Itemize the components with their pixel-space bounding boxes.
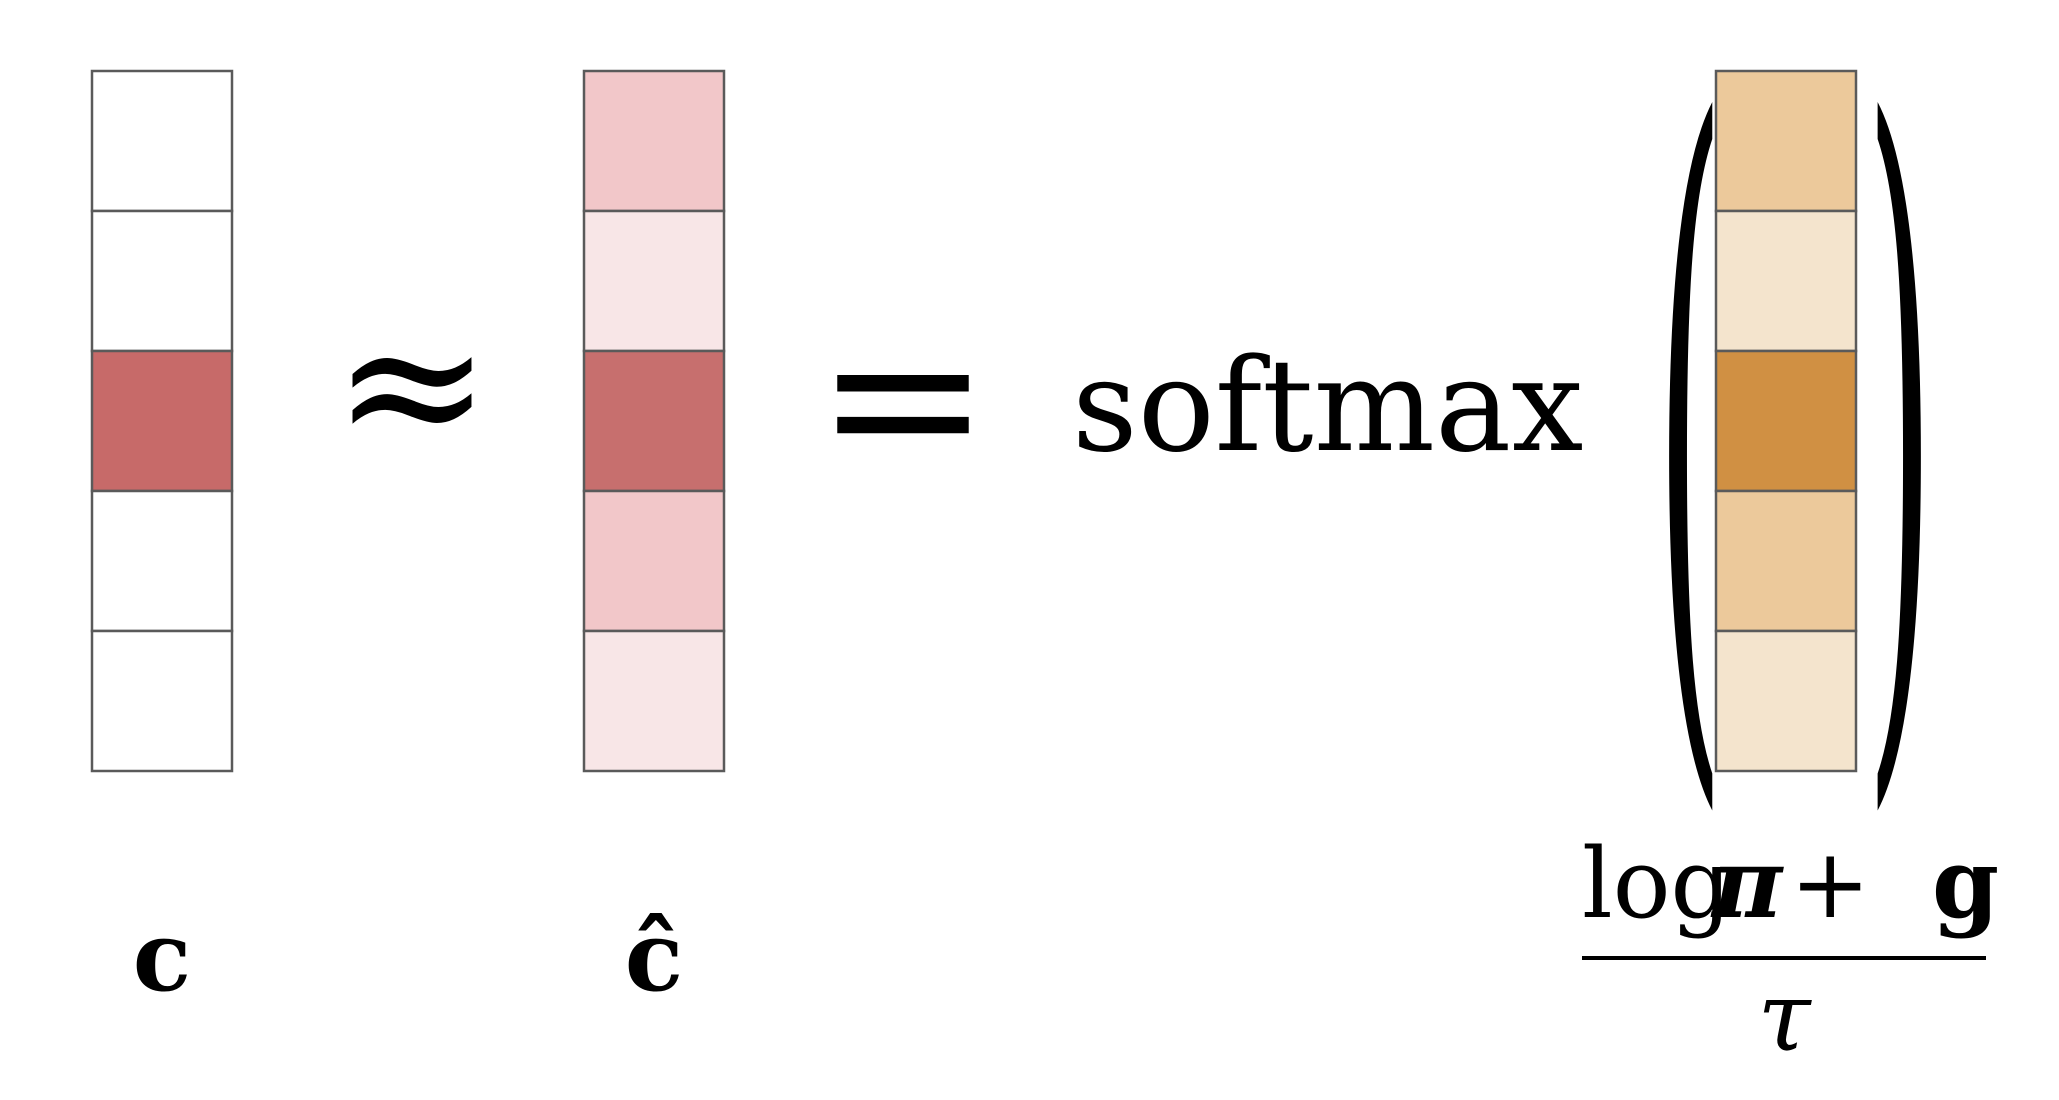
left-parenthesis: ( xyxy=(1655,0,1725,873)
label-c-hat: ĉ xyxy=(625,900,683,1013)
logits-cell-2 xyxy=(1714,209,1858,353)
fraction-log: log xyxy=(1582,828,1732,940)
logits-cell-4 xyxy=(1714,489,1858,633)
relaxed-vector-c-hat xyxy=(582,69,726,773)
approx-symbol: ≈ xyxy=(332,274,491,495)
c-cell-2 xyxy=(90,209,234,353)
label-c: c xyxy=(133,900,191,1013)
fraction-plus: + xyxy=(1790,828,1870,940)
c-hat-cell-2 xyxy=(582,209,726,353)
c-hat-cell-5 xyxy=(582,629,726,773)
c-hat-cell-1 xyxy=(582,69,726,213)
fraction-pi: π xyxy=(1710,827,1784,940)
logits-cell-3 xyxy=(1714,349,1858,493)
c-cell-1 xyxy=(90,69,234,213)
logits-fraction: log π + g τ xyxy=(1582,827,1999,1073)
equals-symbol: = xyxy=(815,275,991,520)
right-parenthesis: ) xyxy=(1865,0,1935,873)
c-hat-cell-3 xyxy=(582,349,726,493)
c-cell-5 xyxy=(90,629,234,773)
fraction-g: g xyxy=(1932,827,1999,940)
c-cell-3 xyxy=(90,349,234,493)
softmax-function-name: softmax xyxy=(1072,332,1583,481)
logits-cell-1 xyxy=(1714,69,1858,213)
logits-vector xyxy=(1714,69,1858,773)
logits-cell-5 xyxy=(1714,629,1858,773)
c-cell-4 xyxy=(90,489,234,633)
c-hat-cell-4 xyxy=(582,489,726,633)
one-hot-vector-c xyxy=(90,69,234,773)
fraction-tau: τ xyxy=(1757,961,1812,1073)
